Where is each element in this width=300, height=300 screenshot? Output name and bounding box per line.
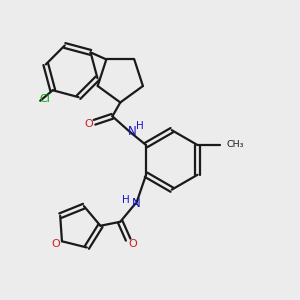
Text: Cl: Cl xyxy=(40,94,51,104)
Text: O: O xyxy=(84,119,93,129)
Text: N: N xyxy=(132,197,140,211)
Text: H: H xyxy=(136,121,144,131)
Text: O: O xyxy=(129,238,137,249)
Text: O: O xyxy=(52,239,60,249)
Text: CH₃: CH₃ xyxy=(226,140,244,148)
Text: N: N xyxy=(128,125,136,138)
Text: H: H xyxy=(122,195,130,205)
